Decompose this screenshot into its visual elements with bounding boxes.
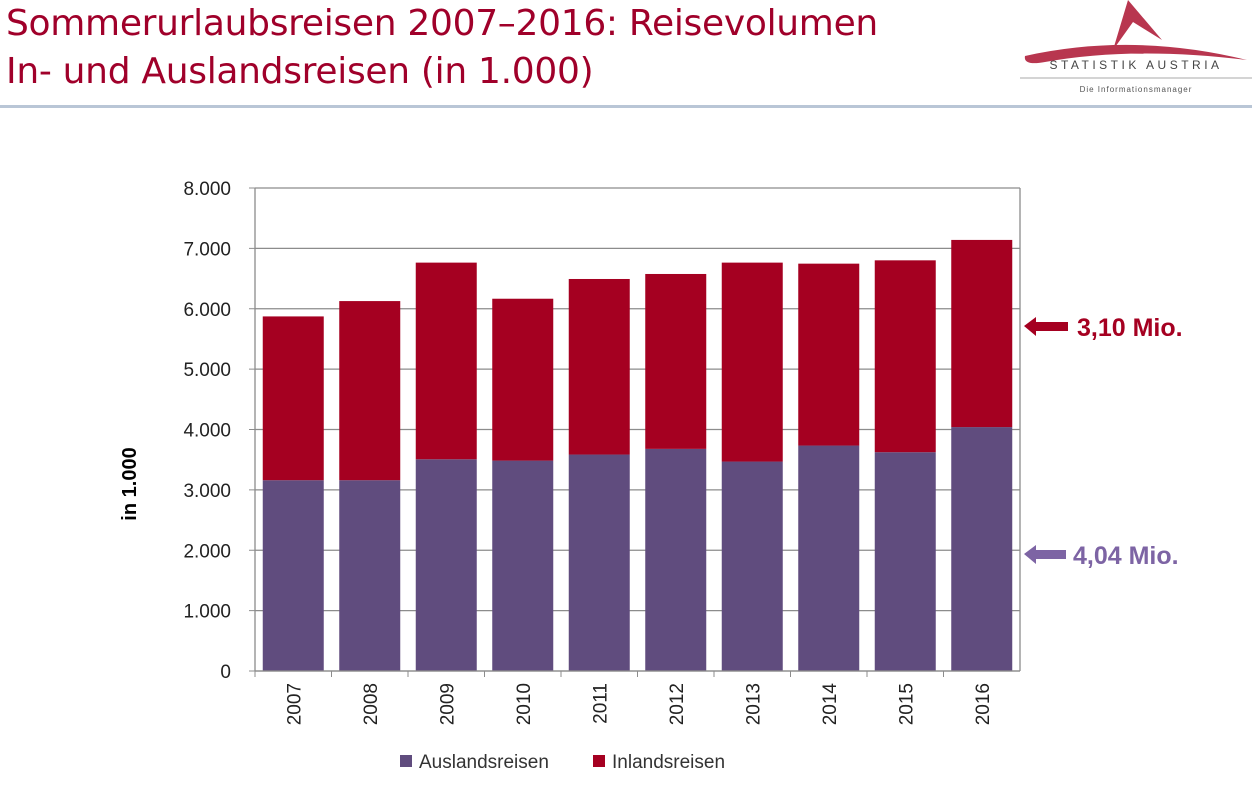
y-tick-label: 8.000 bbox=[183, 179, 231, 200]
bar-inlandsreisen-2010 bbox=[492, 298, 554, 461]
bar-auslandsreisen-2009 bbox=[415, 459, 477, 671]
arrow-left-icon bbox=[1024, 317, 1068, 336]
arrow-left-icon bbox=[1024, 545, 1066, 564]
bar-inlandsreisen-2015 bbox=[874, 260, 936, 453]
bar-auslandsreisen-2015 bbox=[874, 452, 936, 671]
annotation-inland: 3,10 Mio. bbox=[1024, 314, 1183, 342]
y-tick-label: 4.000 bbox=[183, 421, 231, 442]
y-tick-label: 3.000 bbox=[183, 481, 231, 502]
title-divider bbox=[0, 105, 1252, 108]
bar-inlandsreisen-2013 bbox=[721, 262, 783, 462]
bar-inlandsreisen-2016 bbox=[951, 239, 1013, 428]
bar-auslandsreisen-2014 bbox=[798, 445, 860, 671]
x-tick-label: 2007 bbox=[284, 683, 305, 725]
bar-auslandsreisen-2012 bbox=[645, 448, 707, 671]
x-tick-label: 2013 bbox=[743, 683, 764, 725]
legend-label-auslandsreisen: Auslandsreisen bbox=[419, 752, 549, 773]
legend: Auslandsreisen Inlandsreisen bbox=[400, 752, 725, 773]
y-tick-label: 5.000 bbox=[183, 360, 231, 381]
bar-inlandsreisen-2011 bbox=[568, 278, 630, 455]
annotation-ausland: 4,04 Mio. bbox=[1024, 542, 1179, 570]
x-tick-label: 2008 bbox=[361, 683, 382, 725]
y-tick-label: 0 bbox=[220, 662, 231, 683]
x-tick-label: 2014 bbox=[820, 683, 841, 726]
title-line-1: Sommerurlaubsreisen 2007–2016: Reisevolu… bbox=[6, 3, 878, 44]
x-tick-label: 2009 bbox=[437, 683, 458, 725]
legend-swatch-inlandsreisen bbox=[593, 755, 605, 767]
statistik-austria-logo: STATISTIK AUSTRIA Die Informationsmanage… bbox=[1020, 0, 1252, 94]
x-tick-label: 2016 bbox=[973, 683, 994, 725]
x-tick-label: 2015 bbox=[896, 683, 917, 725]
legend-swatch-auslandsreisen bbox=[400, 755, 412, 767]
x-tick-label: 2011 bbox=[590, 683, 611, 724]
bar-auslandsreisen-2013 bbox=[721, 461, 783, 671]
y-tick-label: 1.000 bbox=[183, 602, 231, 623]
y-tick-label: 6.000 bbox=[183, 300, 231, 321]
bar-inlandsreisen-2008 bbox=[339, 301, 401, 481]
y-axis-label: in 1.000 bbox=[119, 447, 141, 520]
bar-inlandsreisen-2007 bbox=[262, 316, 324, 481]
bar-inlandsreisen-2012 bbox=[645, 273, 707, 449]
annotation-ausland-text: 4,04 Mio. bbox=[1073, 542, 1179, 570]
logo-name: STATISTIK AUSTRIA bbox=[1049, 58, 1222, 72]
legend-label-inlandsreisen: Inlandsreisen bbox=[612, 752, 725, 773]
y-tick-label: 2.000 bbox=[183, 541, 231, 562]
x-tick-label: 2010 bbox=[514, 683, 535, 725]
logo-tagline: Die Informationsmanager bbox=[1080, 85, 1193, 94]
bar-inlandsreisen-2014 bbox=[798, 263, 860, 446]
bar-auslandsreisen-2007 bbox=[262, 480, 324, 671]
bar-auslandsreisen-2008 bbox=[339, 480, 401, 671]
bar-inlandsreisen-2009 bbox=[415, 262, 477, 460]
title-line-2: In- und Auslandsreisen (in 1.000) bbox=[6, 51, 594, 92]
x-tick-label: 2012 bbox=[667, 683, 688, 725]
y-tick-label: 7.000 bbox=[183, 239, 231, 260]
annotation-inland-text: 3,10 Mio. bbox=[1077, 314, 1183, 342]
page-title: Sommerurlaubsreisen 2007–2016: Reisevolu… bbox=[6, 0, 878, 96]
bar-auslandsreisen-2011 bbox=[568, 454, 630, 671]
bar-auslandsreisen-2010 bbox=[492, 460, 554, 671]
bar-auslandsreisen-2016 bbox=[951, 427, 1013, 671]
